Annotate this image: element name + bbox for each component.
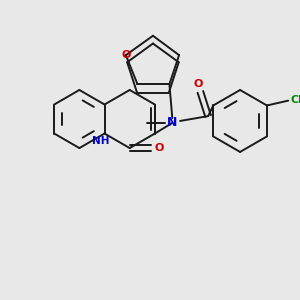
Text: O: O <box>121 50 130 60</box>
Text: O: O <box>194 79 203 89</box>
Text: O: O <box>154 143 164 153</box>
Text: NH: NH <box>92 136 110 146</box>
Text: N: N <box>167 116 178 129</box>
Text: Cl: Cl <box>290 95 300 105</box>
